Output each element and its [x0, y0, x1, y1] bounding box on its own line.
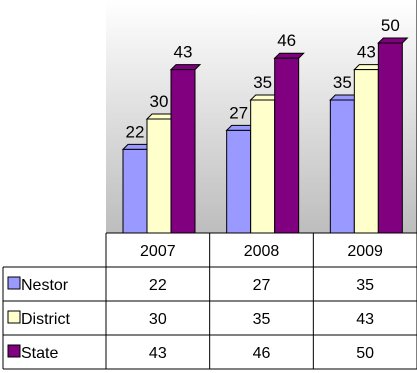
bar-state-2008-top — [273, 52, 305, 59]
legend-key-district — [7, 310, 21, 324]
table-cell-district-2008: 35 — [253, 311, 271, 328]
bar-state-2008 — [274, 57, 300, 234]
legend-key-state — [7, 344, 21, 358]
table-cell-state-2007: 43 — [149, 345, 167, 362]
bar-state-2007 — [170, 69, 196, 234]
table-cell-district-2007: 30 — [149, 311, 167, 328]
bar-state-2009 — [377, 42, 403, 234]
bar-district-2009 — [353, 69, 379, 234]
data-label-district-2008: 35 — [253, 73, 272, 92]
data-label-nestor-2008: 27 — [229, 103, 248, 122]
data-label-district-2007: 30 — [150, 92, 169, 111]
bar-nestor-2007 — [122, 148, 148, 234]
data-label-state-2008: 46 — [277, 31, 296, 50]
table-cell-district-2009: 43 — [356, 311, 374, 328]
data-labels-layer: 22 30 43 27 35 46 35 43 50 — [126, 16, 400, 141]
data-label-state-2009: 50 — [381, 16, 400, 35]
bar-district-2007 — [146, 118, 172, 234]
bars-layer — [121, 37, 409, 234]
data-label-nestor-2009: 35 — [333, 73, 352, 92]
data-label-district-2009: 43 — [357, 43, 376, 62]
table-cell-nestor-2009: 35 — [356, 277, 374, 294]
bar-nestor-2009 — [329, 99, 355, 234]
table-cell-nestor-2007: 22 — [149, 277, 167, 294]
table-cell-nestor-2008: 27 — [253, 277, 271, 294]
bar-state-2009-top — [377, 37, 409, 44]
bar-district-2008 — [250, 99, 276, 234]
x-tick-label-2009: 2009 — [347, 243, 383, 260]
table-cell-state-2009: 50 — [356, 345, 374, 362]
table-cell-state-2008: 46 — [253, 345, 271, 362]
x-tick-label-2008: 2008 — [244, 243, 280, 260]
legend-label-nestor: Nestor — [21, 277, 69, 294]
bar-state-2007-top — [169, 64, 202, 71]
data-label-nestor-2007: 22 — [126, 122, 145, 141]
bar-nestor-2008 — [226, 129, 252, 234]
x-tick-label-2007: 2007 — [140, 243, 176, 260]
data-label-state-2007: 43 — [174, 43, 193, 62]
legend-key-nestor — [7, 276, 21, 290]
legend-label-district: District — [21, 311, 70, 328]
legend-label-state: State — [21, 345, 58, 362]
